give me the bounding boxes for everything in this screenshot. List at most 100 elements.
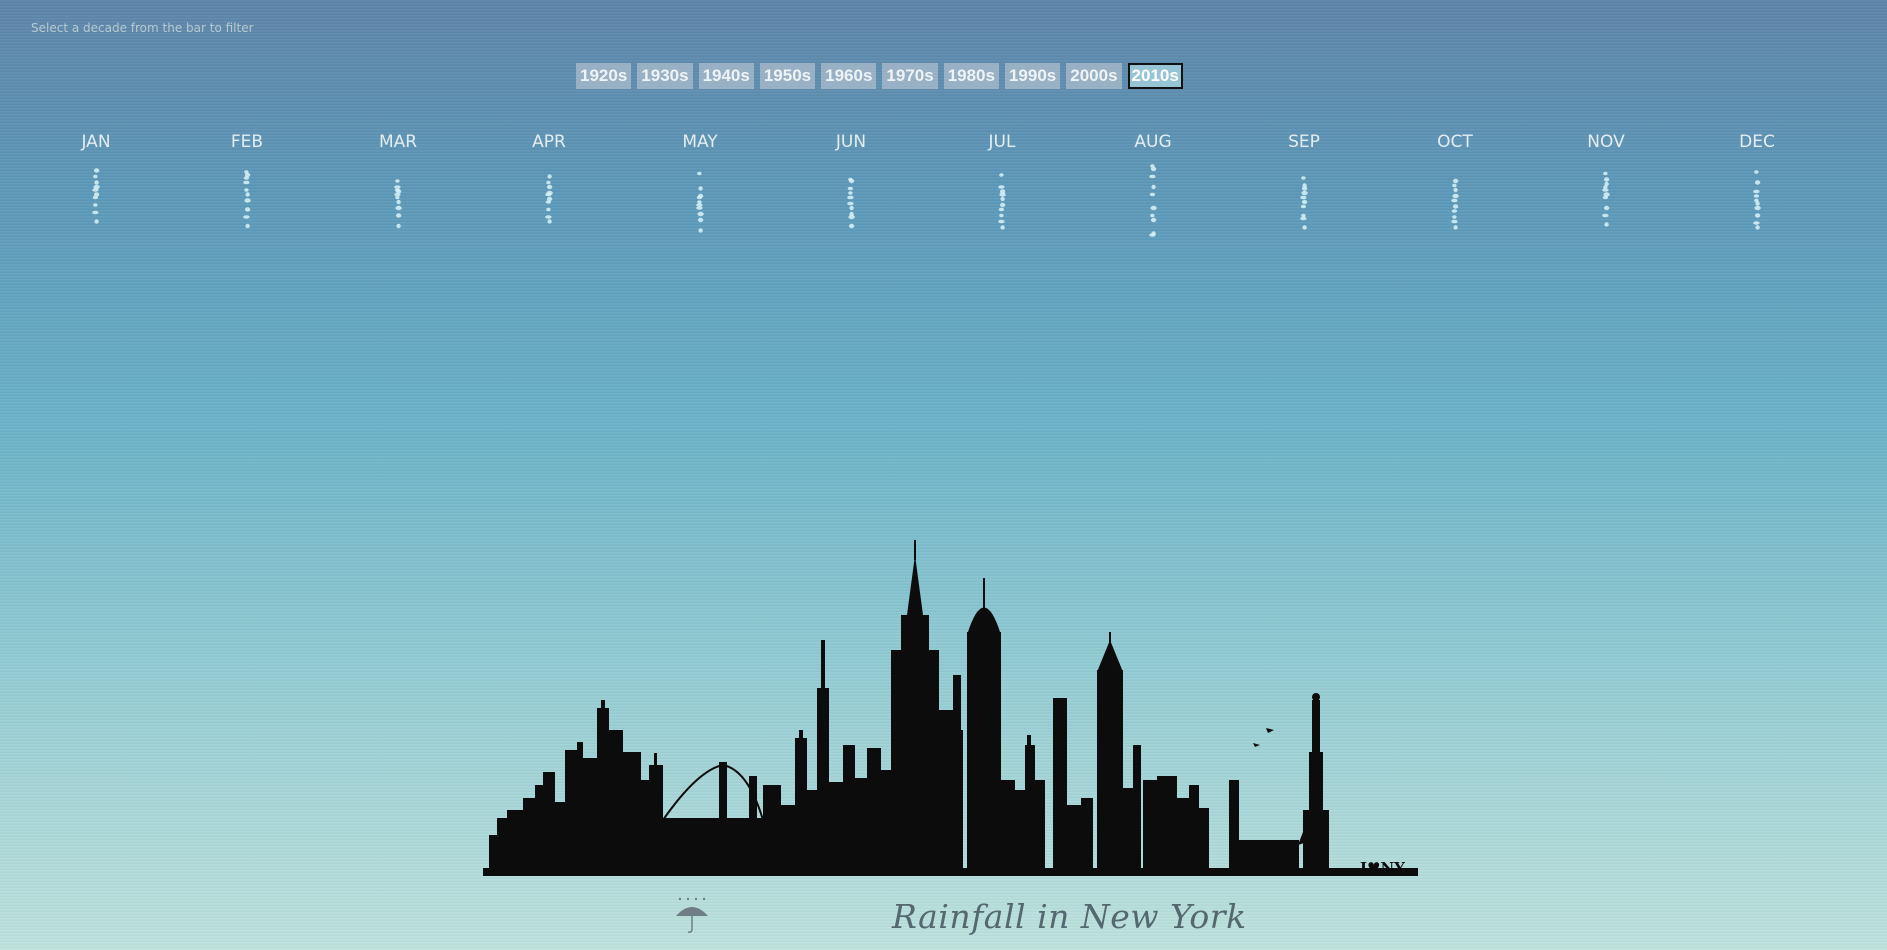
- decade-button-1970s[interactable]: 1970s: [882, 63, 938, 89]
- rain-drop-nov-9: [1604, 222, 1609, 227]
- rain-drop-jul-6: [999, 213, 1004, 218]
- rain-drop-sep-3: [1302, 183, 1307, 188]
- page-title: Rainfall in New York: [892, 897, 1247, 936]
- rain-drop-oct-5: [1452, 193, 1459, 199]
- decade-button-1930s[interactable]: 1930s: [637, 63, 693, 89]
- rain-drop-jun-3: [849, 205, 854, 211]
- decade-button-2010s[interactable]: 2010s: [1127, 63, 1183, 89]
- rain-drop-sep-2: [1300, 195, 1307, 200]
- rain-drop-jun-9: [849, 211, 854, 217]
- month-label-may: MAY: [682, 132, 718, 152]
- rain-drop-feb-6: [244, 188, 249, 192]
- rain-drop-apr-1: [546, 184, 553, 190]
- rain-drop-sep-4: [1300, 204, 1307, 209]
- rain-drop-sep-0: [1301, 176, 1306, 180]
- rain-drop-feb-5: [244, 198, 251, 203]
- rain-drop-dec-1: [1754, 180, 1761, 185]
- rain-drop-jun-7: [848, 223, 855, 229]
- rain-drop-sep-9: [1302, 225, 1307, 230]
- rain-drop-jul-3: [1000, 196, 1005, 202]
- rain-drop-oct-8: [1451, 219, 1458, 224]
- rain-drop-jun-4: [847, 186, 854, 191]
- rain-drop-mar-0: [395, 179, 400, 183]
- rain-drop-mar-5: [395, 205, 402, 211]
- rain-drop-may-3: [698, 186, 703, 191]
- month-label-dec: DEC: [1739, 132, 1775, 152]
- rain-drop-feb-4: [243, 176, 250, 180]
- month-label-aug: AUG: [1134, 132, 1171, 152]
- month-label-jun: JUN: [835, 132, 866, 152]
- rain-drop-dec-6: [1754, 198, 1759, 203]
- rain-drop-apr-5: [546, 190, 553, 196]
- rain-drop-may-6: [697, 200, 702, 204]
- rain-drop-feb-9: [245, 223, 250, 229]
- decade-button-1950s[interactable]: 1950s: [759, 63, 816, 89]
- month-label-jan: JAN: [80, 132, 110, 152]
- rain-drop-dec-7: [1754, 213, 1761, 218]
- rain-drop-jul-8: [998, 219, 1005, 224]
- decade-button-1990s[interactable]: 1990s: [1004, 63, 1061, 89]
- month-label-apr: APR: [532, 132, 566, 152]
- rain-drop-jan-9: [94, 219, 99, 224]
- rain-drop-nov-3: [1604, 181, 1609, 187]
- rain-drop-jul-9: [1000, 225, 1005, 230]
- rain-drop-aug-2: [1149, 174, 1156, 179]
- rain-drop-nov-6: [1603, 185, 1608, 189]
- rain-drop-feb-2: [243, 180, 250, 185]
- rain-drop-aug-5: [1150, 205, 1157, 211]
- month-label-feb: FEB: [231, 132, 263, 152]
- rain-drop-jul-2: [998, 185, 1005, 189]
- rain-drop-oct-1: [1452, 178, 1459, 184]
- umbrella-icon: [676, 897, 708, 933]
- rain-drop-jun-2: [847, 195, 854, 200]
- month-label-sep: SEP: [1288, 132, 1320, 152]
- rain-drop-jan-0: [93, 174, 98, 179]
- rain-drop-dec-8: [1753, 221, 1760, 225]
- rain-drop-jun-1: [848, 178, 855, 184]
- decade-button-1980s[interactable]: 1980s: [943, 63, 999, 89]
- rain-drop-sep-5: [1301, 190, 1308, 196]
- rain-drop-jan-5: [93, 184, 100, 190]
- rain-drop-mar-8: [394, 192, 401, 197]
- rain-drop-aug-7: [1150, 217, 1157, 223]
- rain-drop-sep-8: [1300, 216, 1307, 221]
- rain-drop-apr-3: [547, 174, 552, 179]
- rain-drop-nov-1: [1603, 177, 1610, 182]
- rain-drop-mar-2: [394, 185, 401, 189]
- new-york-skyline: I♥NY: [483, 540, 1418, 877]
- rain-drop-nov-0: [1603, 171, 1608, 176]
- rain-drop-aug-9: [1151, 231, 1156, 236]
- rain-drop-oct-2: [1451, 198, 1458, 203]
- rain-drop-sep-7: [1301, 199, 1308, 205]
- rain-drop-may-5: [697, 211, 704, 217]
- monthly-rainfall-chart: JAN FEB MAR APR MAY JUN JUL AUG SEP OCT NOV DEC: [80, 132, 1775, 237]
- decade-button-1960s[interactable]: 1960s: [821, 63, 877, 89]
- rain-drop-nov-8: [1602, 213, 1609, 218]
- rain-drop-jan-1: [93, 168, 100, 173]
- rain-drop-jan-3: [94, 180, 99, 185]
- rain-drop-dec-3: [1755, 201, 1760, 206]
- rain-drop-mar-7: [395, 213, 402, 218]
- rain-drop-may-0: [697, 171, 702, 176]
- rain-drop-feb-3: [245, 192, 250, 197]
- decade-button-1940s[interactable]: 1940s: [698, 63, 754, 89]
- rain-drop-feb-1: [244, 172, 251, 178]
- rain-drop-mar-6: [395, 195, 400, 200]
- rain-drop-sep-6: [1301, 213, 1306, 218]
- rain-drop-oct-9: [1453, 225, 1458, 230]
- rain-drop-may-8: [696, 206, 703, 210]
- rain-drop-mar-4: [394, 188, 401, 192]
- rain-drop-dec-5: [1754, 205, 1761, 211]
- rain-drop-dec-0: [1754, 170, 1759, 174]
- decade-button-1920s[interactable]: 1920s: [576, 63, 632, 89]
- rain-drop-jan-6: [93, 203, 98, 207]
- rain-drop-jul-5: [999, 192, 1006, 197]
- rain-drop-aug-3: [1151, 184, 1156, 190]
- decade-button-2000s[interactable]: 2000s: [1066, 63, 1122, 89]
- rain-drop-apr-9: [547, 219, 552, 224]
- rain-drop-oct-0: [1452, 183, 1457, 188]
- rain-drop-apr-0: [546, 180, 551, 185]
- rain-drop-feb-8: [243, 215, 250, 219]
- rain-drop-apr-7: [546, 196, 553, 202]
- rain-drop-aug-1: [1150, 166, 1157, 172]
